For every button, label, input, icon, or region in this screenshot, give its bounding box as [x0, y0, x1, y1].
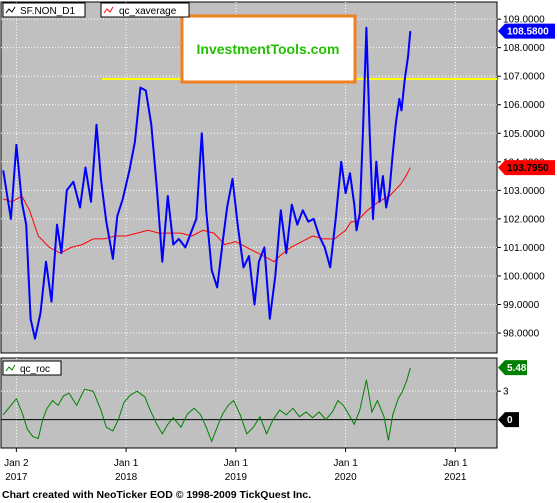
last-roc-tag: 5.48: [498, 360, 527, 376]
last-average-label: 103.7950: [507, 163, 549, 174]
x-tick-label: Jan 1: [443, 458, 468, 469]
time-axis: Jan 2 2017 Jan 1 2018 Jan 1 2019 Jan 1 2020 Jan …: [1, 447, 497, 483]
last-roc-tag-shape: [498, 360, 527, 376]
price-legend: SF.NON_D1 qc_xaverage: [2, 2, 190, 18]
y-tick-label: 108.0000: [503, 43, 545, 54]
watermark: InvestmentTools.com: [180, 14, 357, 84]
x-tick-label: Jan 1: [333, 458, 358, 469]
last-price-tag: 108.5800: [498, 23, 555, 39]
y-tick-label: 105.0000: [503, 129, 545, 140]
watermark-box: [180, 14, 357, 84]
line-style-icon: [5, 6, 16, 14]
series-line-sf-non-d1: [2, 26, 412, 340]
line-style-icon: [103, 6, 114, 14]
x-tick-year-label: 2017: [5, 472, 28, 483]
roc-panel[interactable]: [0, 357, 498, 449]
roc-axis: 3: [497, 387, 509, 398]
legend-box-sf-non-d1[interactable]: [2, 2, 86, 18]
y-tick-label: 107.0000: [503, 72, 545, 83]
x-tick-year-label: 2021: [444, 472, 467, 483]
y-tick-label: 3: [503, 387, 509, 398]
y-tick-label: 101.0000: [503, 243, 545, 254]
legend-box-qc-xaverage[interactable]: [100, 2, 190, 18]
y-tick-label: 100.0000: [503, 271, 545, 282]
line-style-icon: [5, 364, 16, 372]
legend-label-qc-xaverage: qc_xaverage: [119, 6, 177, 17]
y-tick-label: 109.0000: [503, 15, 545, 26]
y-tick-label: 103.0000: [503, 186, 545, 197]
y-tick-label: 106.0000: [503, 100, 545, 111]
roc-zero-label: 0: [507, 415, 513, 426]
roc-zero-tag-shape: [498, 412, 519, 428]
watermark-text: InvestmentTools.com: [197, 41, 340, 57]
y-tick-label: 102.0000: [503, 214, 545, 225]
series-line-qc-xaverage: [3, 167, 411, 263]
x-tick-year-label: 2018: [115, 472, 138, 483]
series-line-qc-roc: [2, 367, 411, 443]
roc-gridlines: [1, 358, 497, 448]
x-tick-year-label: 2019: [225, 472, 248, 483]
footer-credit: Chart created with NeoTicker EOD © 1998-…: [2, 489, 311, 501]
x-tick-label: Jan 1: [114, 458, 139, 469]
legend-label-qc-roc: qc_roc: [20, 364, 50, 375]
last-average-tag-shape: [498, 160, 555, 176]
x-tick-year-label: 2020: [334, 472, 357, 483]
roc-legend: qc_roc: [2, 360, 62, 376]
x-tick-label: Jan 2: [4, 458, 29, 469]
y-tick-label: 99.0000: [503, 300, 540, 311]
roc-zero-tag: 0: [498, 412, 519, 428]
x-tick-label: Jan 1: [224, 458, 249, 469]
y-tick-label: 98.0000: [503, 329, 540, 340]
legend-box-qc-roc[interactable]: [2, 360, 62, 376]
last-roc-label: 5.48: [507, 363, 527, 374]
last-price-label: 108.5800: [507, 27, 549, 38]
last-price-tag-shape: [498, 23, 555, 39]
legend-label-sf-non-d1: SF.NON_D1: [20, 6, 75, 17]
last-average-tag: 103.7950: [498, 160, 555, 176]
